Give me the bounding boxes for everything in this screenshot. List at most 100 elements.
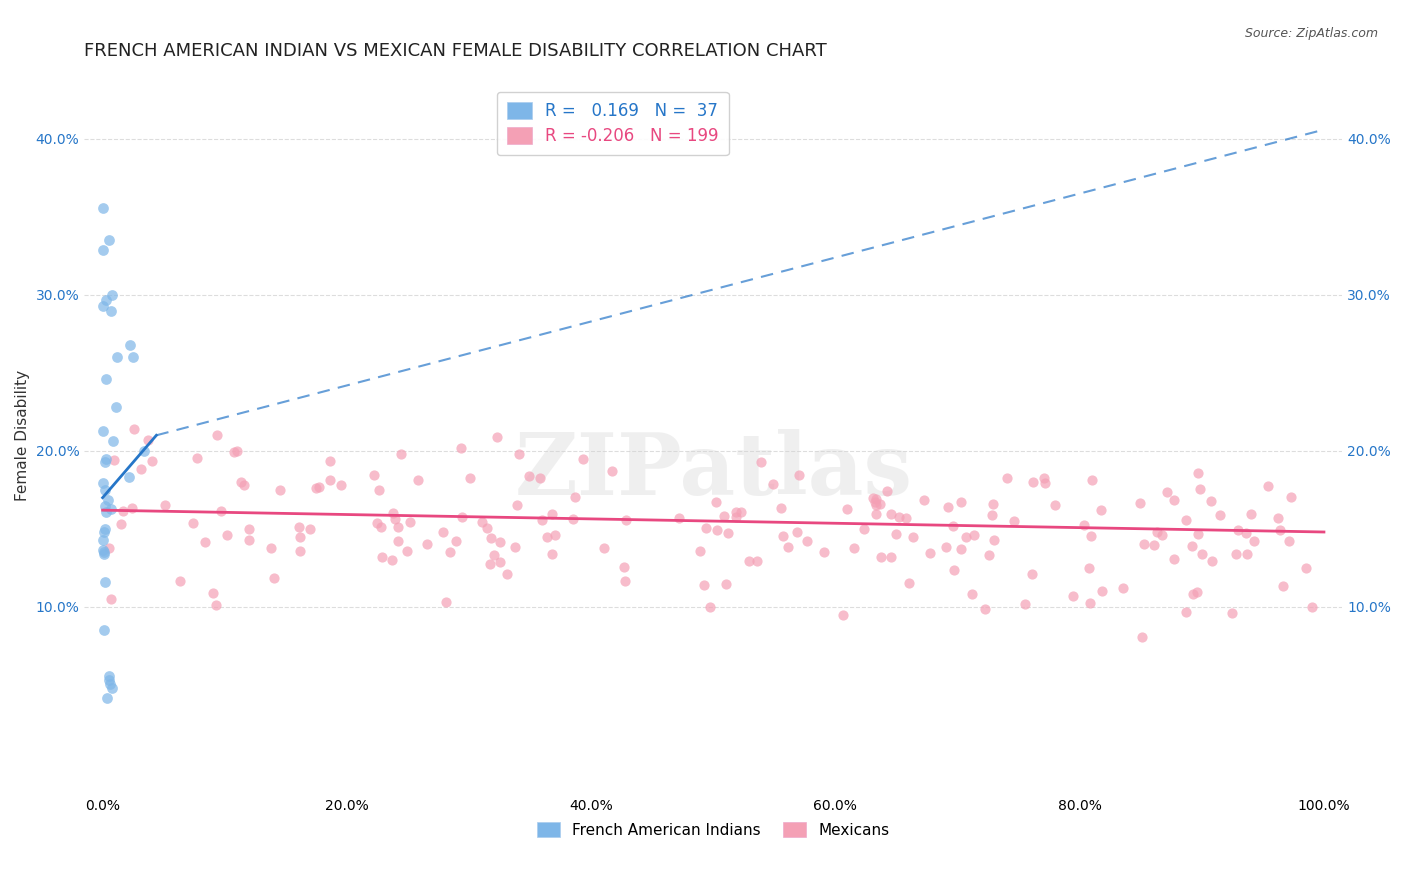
Point xyxy=(1078,596,1101,610)
Point xyxy=(201,586,224,600)
Point xyxy=(97,673,120,687)
Point xyxy=(319,454,342,468)
Point xyxy=(1189,482,1212,496)
Point xyxy=(745,554,768,568)
Point xyxy=(862,491,884,505)
Point xyxy=(93,575,115,590)
Point xyxy=(974,601,997,615)
Point xyxy=(231,475,253,490)
Point xyxy=(869,497,891,511)
Point xyxy=(1267,511,1289,525)
Point xyxy=(1187,527,1209,541)
Point xyxy=(1191,547,1213,561)
Point xyxy=(122,351,145,365)
Point xyxy=(484,548,506,562)
Point xyxy=(725,510,748,524)
Point xyxy=(91,543,114,558)
Point xyxy=(786,525,808,540)
Point xyxy=(226,443,249,458)
Point xyxy=(450,441,472,455)
Point xyxy=(118,337,141,351)
Point xyxy=(1240,507,1263,521)
Point xyxy=(259,541,281,556)
Point xyxy=(1014,597,1036,611)
Point xyxy=(995,471,1018,485)
Y-axis label: Female Disability: Female Disability xyxy=(15,370,30,501)
Point xyxy=(1080,528,1102,542)
Point xyxy=(613,560,636,574)
Point xyxy=(693,578,716,592)
Point xyxy=(529,470,551,484)
Point xyxy=(963,527,986,541)
Point xyxy=(96,293,118,308)
Point xyxy=(920,546,942,560)
Point xyxy=(415,537,437,551)
Point xyxy=(1199,494,1222,508)
Point xyxy=(749,455,772,469)
Point xyxy=(387,533,409,548)
Point xyxy=(713,508,735,523)
Point xyxy=(439,545,461,559)
Legend: French American Indians, Mexicans: French American Indians, Mexicans xyxy=(530,815,896,844)
Point xyxy=(94,522,117,536)
Point xyxy=(717,525,740,540)
Point xyxy=(432,524,454,539)
Point xyxy=(288,530,311,544)
Point xyxy=(981,508,1004,523)
Point xyxy=(1236,547,1258,561)
Point xyxy=(738,554,761,568)
Point xyxy=(118,469,141,483)
Point xyxy=(495,566,517,581)
Point xyxy=(865,508,887,522)
Point xyxy=(100,592,122,607)
Point xyxy=(122,421,145,435)
Point xyxy=(730,505,752,519)
Point xyxy=(981,497,1004,511)
Point xyxy=(778,541,800,555)
Point xyxy=(91,533,114,548)
Point xyxy=(94,452,117,467)
Point xyxy=(1181,539,1204,553)
Point xyxy=(263,571,285,585)
Point xyxy=(1175,513,1198,527)
Point xyxy=(238,533,260,547)
Point xyxy=(942,563,965,577)
Point xyxy=(451,510,474,524)
Point xyxy=(1301,599,1323,614)
Point xyxy=(288,543,311,558)
Point xyxy=(979,548,1001,562)
Point xyxy=(205,598,228,612)
Point xyxy=(530,513,553,527)
Point xyxy=(699,599,721,614)
Point xyxy=(93,201,115,215)
Point xyxy=(194,534,217,549)
Point xyxy=(399,515,422,529)
Point xyxy=(1187,466,1209,480)
Point xyxy=(381,506,404,520)
Point xyxy=(371,549,394,564)
Point xyxy=(517,469,540,483)
Point xyxy=(93,545,115,559)
Point xyxy=(1278,534,1301,549)
Point xyxy=(94,483,117,497)
Point xyxy=(98,669,121,683)
Point xyxy=(540,507,562,521)
Point xyxy=(1146,525,1168,540)
Point xyxy=(384,511,406,525)
Point xyxy=(787,468,810,483)
Point xyxy=(1268,524,1291,538)
Point xyxy=(205,427,228,442)
Point xyxy=(1091,583,1114,598)
Point xyxy=(894,511,917,525)
Point xyxy=(912,492,935,507)
Point xyxy=(91,424,114,438)
Point xyxy=(97,233,120,247)
Point xyxy=(887,510,910,524)
Point xyxy=(796,533,818,548)
Point xyxy=(1033,471,1056,485)
Point xyxy=(1081,473,1104,487)
Point xyxy=(884,526,907,541)
Point xyxy=(1112,581,1135,595)
Point xyxy=(503,540,526,554)
Point xyxy=(1272,579,1295,593)
